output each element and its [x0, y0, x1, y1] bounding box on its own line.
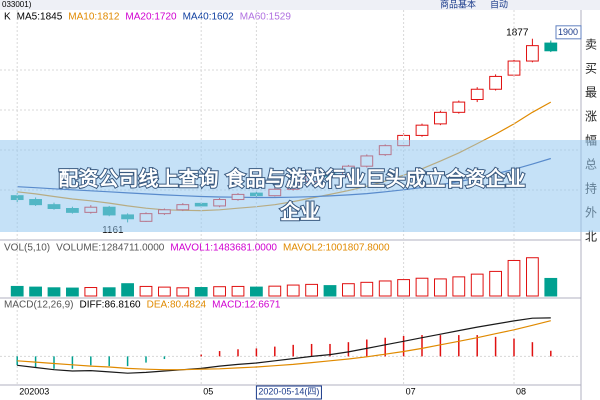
volume-bar	[489, 270, 502, 297]
stock-code: 033001)	[2, 0, 32, 9]
volume-bar	[213, 286, 226, 297]
candle-body	[489, 75, 502, 90]
menu-item[interactable]: 商品基本	[440, 0, 476, 9]
volume-bar	[139, 285, 153, 297]
x-tick-label: 08	[516, 386, 526, 396]
candle-body	[452, 101, 466, 113]
side-label: 北	[585, 230, 597, 244]
indicator-line	[17, 317, 551, 374]
volume-bar	[397, 279, 410, 297]
volume-bar	[323, 285, 337, 297]
x-tick-label: 05	[203, 386, 213, 396]
x-cursor-box	[255, 385, 322, 400]
candle-body	[526, 45, 539, 62]
volume-bar	[231, 285, 245, 297]
x-tick-label: 2020-05-14(四)	[258, 386, 319, 396]
legend-entry: VOLUME:1284711.0000	[56, 243, 165, 254]
x-tick-label: 07	[406, 386, 416, 396]
volume-bar	[121, 283, 134, 297]
volume-bar	[544, 277, 558, 297]
menu-item[interactable]: 自动	[490, 0, 508, 9]
volume-bar	[102, 287, 116, 297]
side-label: 买	[585, 62, 597, 76]
price-annotation: 1877	[506, 27, 529, 38]
volume-bar	[47, 287, 61, 297]
legend-entry: MAVOL1:1483681.0000	[170, 243, 277, 254]
volume-bar	[268, 285, 282, 297]
legend-entry: MA20:1720	[125, 12, 177, 23]
legend-entry: K	[4, 12, 11, 23]
legend-entry: MA10:1812	[68, 12, 120, 23]
banner-headline: 企业	[279, 200, 320, 224]
volume-bar	[29, 286, 42, 297]
legend-entry: MA40:1602	[183, 12, 235, 23]
volume-bar	[360, 281, 374, 297]
volume-bar	[452, 276, 466, 297]
legend-entry: MA5:1845	[17, 12, 63, 23]
volume-bar	[342, 283, 355, 297]
volume-bar	[194, 287, 208, 297]
volume-bar	[176, 287, 190, 297]
candle-body	[415, 124, 429, 136]
x-tick-label: 202003	[19, 386, 49, 396]
volume-bar	[507, 259, 521, 297]
volume-bar	[250, 286, 263, 297]
side-label: 涨	[585, 109, 597, 124]
indicator-line	[17, 320, 551, 371]
legend-entry: MA60:1529	[240, 12, 292, 23]
top-bar	[0, 0, 600, 10]
legend-entry: MACD:12.6671	[212, 300, 281, 311]
volume-bar	[84, 287, 98, 297]
volume-bar	[526, 257, 539, 297]
candle-body	[434, 111, 447, 125]
y-tick-label: 1900	[558, 27, 578, 37]
legend-entry: DEA:80.4824	[147, 300, 207, 311]
banner-band	[0, 140, 600, 232]
legend-entry: VOL(5,10)	[4, 243, 50, 254]
volume-bar	[415, 277, 429, 297]
volume-bar	[434, 278, 447, 297]
side-label: 卖	[585, 38, 597, 52]
volume-bar	[286, 284, 300, 297]
volume-bar	[305, 283, 318, 297]
candle-body	[470, 88, 484, 101]
banner-headline: 配资公司线上查询 食品与游戏行业巨头成立合资企业	[59, 167, 526, 191]
legend-entry: DIFF:86.8160	[79, 300, 141, 311]
volume-bar	[470, 273, 484, 297]
volume-bar	[378, 280, 392, 297]
volume-bar	[10, 285, 24, 297]
legend-entry: MACD(12,26,9)	[4, 300, 73, 311]
volume-bar	[158, 286, 171, 297]
volume-bar	[66, 287, 79, 297]
legend-entry: MAVOL2:1001807.8000	[283, 243, 390, 254]
candle-body	[544, 42, 558, 52]
side-label: 最	[585, 86, 597, 100]
price-box	[555, 25, 582, 40]
